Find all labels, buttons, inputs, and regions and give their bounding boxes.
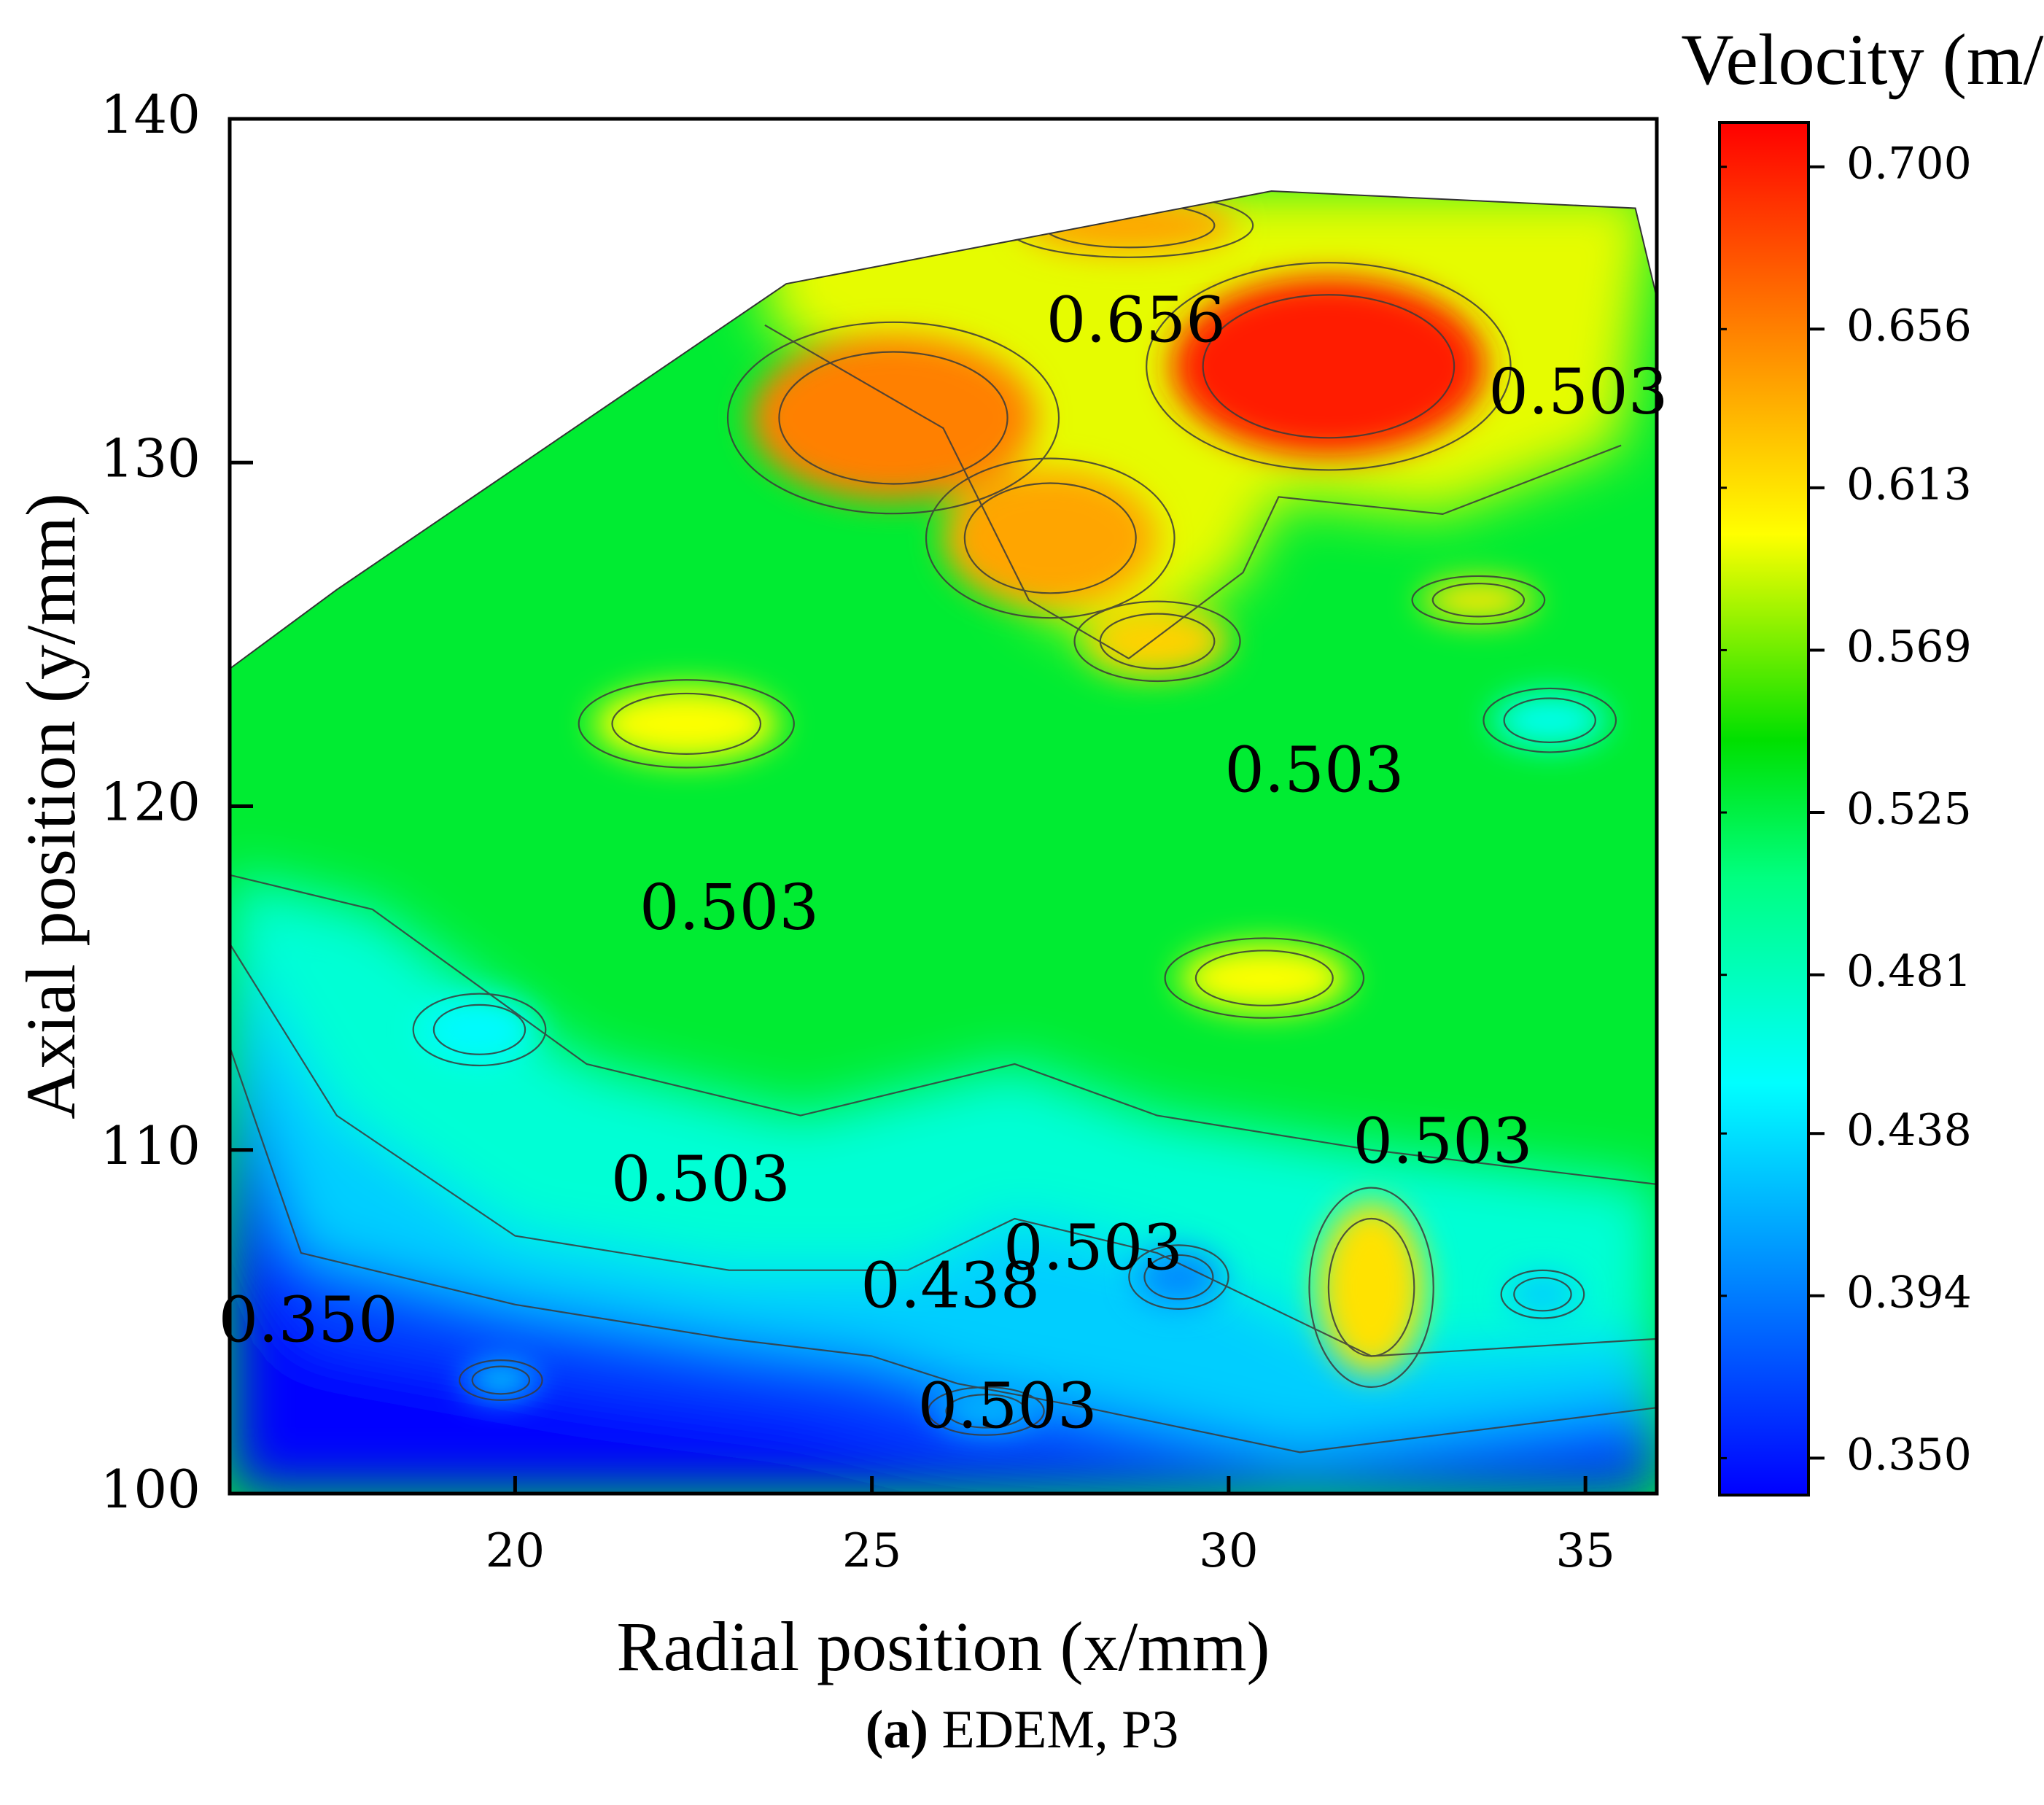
contour-line-region-4-1 [1308, 1187, 1434, 1389]
colorbar [1718, 121, 1810, 1497]
colorbar-tick-label-6: 0.613 [1846, 459, 1972, 510]
contour-line-region-7-1 [578, 679, 795, 769]
contour-label-3: 0.503 [640, 872, 819, 944]
contour-line-region-11-1 [1128, 1244, 1229, 1310]
x-tick-label-0: 20 [486, 1524, 545, 1578]
contour-line-region-0-0 [1202, 294, 1456, 439]
velocity-region-0 [1171, 276, 1486, 456]
contour-field [230, 191, 1657, 1494]
contour-line-region-10-1 [412, 993, 547, 1067]
contour-line-region-12-0 [945, 1394, 1027, 1429]
y-tick-label-0: 100 [101, 1459, 201, 1520]
x-tick-label-3: 35 [1555, 1524, 1614, 1578]
y-tick-label-4: 140 [101, 84, 201, 145]
contour-line-region-14-0 [471, 1365, 531, 1395]
figure-caption: (a) EDEM, P3 [0, 1699, 2044, 1761]
y-axis-label: Axial position (y/mm) [12, 493, 90, 1119]
colorbar-tick-label-3: 0.481 [1846, 946, 1972, 997]
velocity-region-6 [1178, 944, 1351, 1013]
caption-label: (a) [865, 1700, 928, 1760]
contour-label-7: 0.350 [219, 1284, 398, 1357]
contour-line-region-14-1 [458, 1359, 543, 1401]
contour-line-region-6-1 [1164, 937, 1365, 1019]
y-tick-label-3: 130 [101, 427, 201, 489]
contour-line-band-1 [230, 943, 1657, 1357]
velocity-region-7 [594, 686, 780, 762]
contour-labels: 0.6560.5030.5030.5030.5030.5030.4380.350… [219, 284, 1668, 1443]
contour-label-9: 0.503 [917, 1370, 1097, 1443]
contour-label-2: 0.503 [1224, 734, 1404, 807]
contour-line-region-2-1 [925, 457, 1176, 619]
x-tick-label-2: 30 [1199, 1524, 1258, 1578]
field-blobs [422, 198, 1607, 1432]
colorbar-tick-label-4: 0.525 [1846, 784, 1972, 835]
contour-line-region-11-0 [1143, 1254, 1214, 1300]
contour-line-region-13-0 [1513, 1276, 1572, 1312]
y-tick-label-2: 120 [101, 772, 201, 833]
velocity-region-5 [1421, 579, 1536, 621]
velocity-region-11 [1135, 1249, 1222, 1305]
colorbar-tick-label-7: 0.656 [1846, 300, 1972, 352]
contour-lines [230, 193, 1657, 1453]
velocity-region-2 [943, 469, 1158, 608]
contour-line-band-2 [230, 1047, 1657, 1453]
contour-line-region-2-0 [963, 482, 1137, 594]
contour-label-1: 0.503 [1488, 356, 1668, 429]
contour-line-region-13-1 [1500, 1269, 1585, 1319]
velocity-region-13 [1507, 1273, 1579, 1315]
x-tick-label-1: 25 [842, 1524, 901, 1578]
contour-line-region-9-1 [1483, 687, 1617, 753]
colorbar-title: Velocity (m/s) [1681, 19, 2044, 100]
contour-line-region-5-0 [1431, 583, 1526, 618]
contour-line-band-0 [230, 874, 1657, 1185]
contour-line-region-10-0 [432, 1004, 526, 1055]
contour-line-region-9-0 [1503, 697, 1596, 743]
low-velocity-band-2 [230, 1047, 1657, 1494]
contour-line-region-7-0 [611, 692, 762, 755]
velocity-region-8 [1086, 607, 1229, 676]
velocity-region-12 [936, 1390, 1036, 1432]
colorbar-tick-label-2: 0.438 [1846, 1105, 1972, 1156]
contour-label-8: 0.503 [1353, 1106, 1532, 1179]
contour-label-6: 0.438 [860, 1249, 1040, 1322]
contour-line-region-8-1 [1073, 600, 1241, 683]
velocity-region-14 [465, 1362, 537, 1398]
colorbar-tick-label-1: 0.394 [1846, 1267, 1972, 1318]
caption-text: EDEM, P3 [928, 1700, 1179, 1760]
velocity-region-3 [1022, 198, 1236, 253]
colorbar-tick-label-5: 0.569 [1846, 621, 1972, 672]
colorbar-tick-label-0: 0.350 [1846, 1429, 1972, 1480]
x-axis-ticks: 20 25 30 35 [486, 1476, 1615, 1578]
contour-label-0: 0.656 [1046, 284, 1226, 357]
y-axis-ticks: 100 110 120 130 140 [101, 84, 253, 1520]
velocity-region-10 [422, 998, 537, 1061]
colorbar-tick-label-8: 0.700 [1846, 138, 1972, 189]
contour-line-region-0-1 [1146, 262, 1512, 471]
contour-line-region-1-1 [726, 321, 1060, 515]
contour-label-4: 0.503 [611, 1143, 790, 1216]
contour-line-region-12-1 [927, 1386, 1045, 1436]
low-velocity-band-3 [230, 1149, 1657, 1494]
colorbar-ticks: 0.350 0.394 0.438 0.481 0.525 0.569 0.613 0.656… [1719, 138, 1972, 1480]
contour-line-region-5-1 [1411, 575, 1546, 625]
contour-label-5: 0.503 [1003, 1212, 1183, 1285]
velocity-region-4 [1318, 1201, 1425, 1374]
contour-line-upper-band [764, 324, 1622, 659]
contour-line-region-1-0 [778, 351, 1009, 485]
x-axis-label: Radial position (x/mm) [617, 1607, 1270, 1685]
y-tick-label-1: 110 [101, 1115, 201, 1176]
velocity-region-1 [750, 335, 1036, 501]
contour-line-region-6-0 [1194, 950, 1334, 1006]
velocity-region-9 [1492, 692, 1607, 748]
